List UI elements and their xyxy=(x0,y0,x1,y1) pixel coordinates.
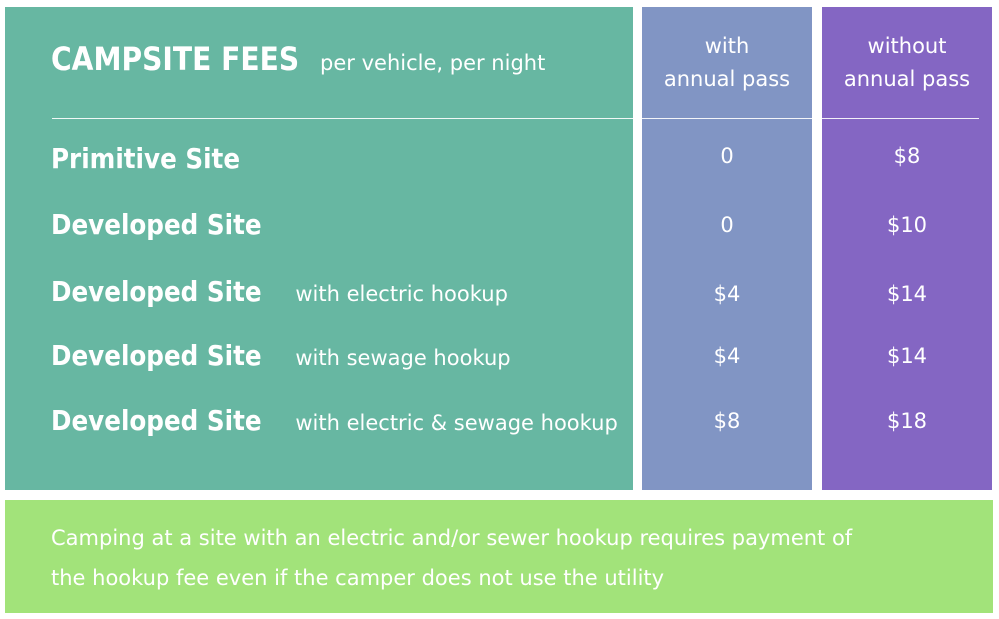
note-panel xyxy=(5,500,993,613)
row-detail: with electric & sewage hookup xyxy=(295,411,618,435)
column-header-with-line2: annual pass xyxy=(663,67,791,91)
header-divider-main xyxy=(52,118,633,119)
fee-with-pass: $4 xyxy=(713,344,741,368)
without-pass-column-panel xyxy=(822,7,992,490)
row-detail: with electric hookup xyxy=(295,282,508,306)
row-name: Developed Site xyxy=(51,339,262,372)
row-name: Developed Site xyxy=(51,275,262,308)
column-header-without-line1: without xyxy=(867,34,947,58)
row-detail: with sewage hookup xyxy=(295,346,511,370)
column-header-with-line1: with xyxy=(704,34,750,58)
title-subtitle: per vehicle, per night xyxy=(320,51,546,75)
row-name: Primitive Site xyxy=(51,142,241,175)
fee-without-pass: $14 xyxy=(886,344,928,368)
fee-with-pass: $8 xyxy=(713,409,741,433)
with-pass-column-panel xyxy=(642,7,812,490)
note-line-2: the hookup fee even if the camper does n… xyxy=(51,566,665,590)
row-name: Developed Site xyxy=(51,404,262,437)
fee-without-pass: $14 xyxy=(886,282,928,306)
row-label-developed-sewage: Developed Site with sewage hookup xyxy=(51,339,511,372)
row-name: Developed Site xyxy=(51,208,262,241)
row-label-developed-electric-sewage: Developed Site with electric & sewage ho… xyxy=(51,404,618,437)
header-divider-without xyxy=(822,118,979,119)
table-title: CAMPSITE FEES per vehicle, per night xyxy=(51,40,545,78)
fee-without-pass: $10 xyxy=(886,213,928,237)
column-header-without-pass: without annual pass xyxy=(822,30,992,96)
fee-with-pass: 0 xyxy=(720,213,734,237)
column-header-with-pass: with annual pass xyxy=(642,30,812,96)
fee-table-main-panel xyxy=(5,7,633,490)
row-label-developed-site: Developed Site xyxy=(51,208,290,241)
row-label-developed-electric: Developed Site with electric hookup xyxy=(51,275,508,308)
fee-with-pass: $4 xyxy=(713,282,741,306)
fee-without-pass: $18 xyxy=(886,409,928,433)
hookup-fee-note: Camping at a site with an electric and/o… xyxy=(51,518,971,598)
fee-without-pass: $8 xyxy=(893,144,921,168)
fee-with-pass: 0 xyxy=(720,144,734,168)
column-header-without-line2: annual pass xyxy=(843,67,971,91)
header-divider-with xyxy=(642,118,812,119)
title-text: CAMPSITE FEES xyxy=(51,40,300,78)
row-label-primitive-site: Primitive Site xyxy=(51,142,266,175)
note-line-1: Camping at a site with an electric and/o… xyxy=(51,526,853,550)
